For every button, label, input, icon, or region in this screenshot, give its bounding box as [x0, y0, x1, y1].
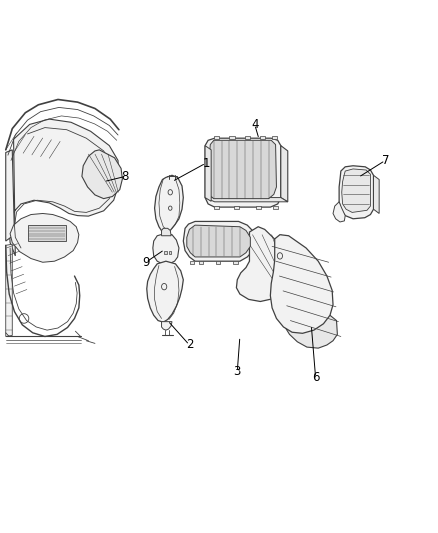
Polygon shape: [184, 241, 262, 245]
Polygon shape: [162, 321, 172, 330]
Polygon shape: [280, 307, 337, 348]
Polygon shape: [234, 206, 239, 209]
Polygon shape: [6, 150, 14, 241]
Polygon shape: [10, 214, 79, 262]
Text: 4: 4: [251, 118, 258, 131]
Polygon shape: [190, 261, 194, 264]
Polygon shape: [9, 119, 119, 256]
Polygon shape: [205, 146, 211, 201]
Polygon shape: [184, 221, 254, 261]
Text: 9: 9: [142, 256, 150, 269]
Polygon shape: [28, 225, 66, 241]
Polygon shape: [205, 138, 281, 207]
Polygon shape: [214, 136, 219, 139]
Polygon shape: [233, 261, 238, 264]
Polygon shape: [162, 228, 171, 236]
Polygon shape: [374, 175, 379, 214]
Polygon shape: [155, 175, 184, 233]
Text: 6: 6: [312, 372, 319, 384]
Polygon shape: [6, 244, 12, 336]
Text: 8: 8: [122, 170, 129, 183]
Polygon shape: [281, 146, 288, 202]
Polygon shape: [164, 251, 167, 254]
Polygon shape: [260, 136, 265, 139]
Text: 1: 1: [202, 157, 210, 169]
Polygon shape: [205, 198, 288, 202]
Polygon shape: [214, 206, 219, 209]
Polygon shape: [153, 233, 179, 264]
Polygon shape: [245, 136, 250, 139]
Polygon shape: [272, 136, 277, 139]
Polygon shape: [147, 261, 184, 322]
Polygon shape: [339, 166, 374, 219]
Polygon shape: [169, 251, 171, 254]
Polygon shape: [216, 261, 220, 264]
Polygon shape: [255, 206, 261, 209]
Polygon shape: [207, 140, 276, 199]
Text: 3: 3: [233, 365, 241, 378]
Polygon shape: [82, 150, 122, 199]
Polygon shape: [237, 227, 292, 302]
Polygon shape: [188, 227, 251, 254]
Polygon shape: [198, 261, 203, 264]
Polygon shape: [273, 206, 278, 209]
Polygon shape: [230, 136, 235, 139]
Polygon shape: [187, 225, 251, 257]
Polygon shape: [342, 169, 371, 213]
Polygon shape: [254, 232, 262, 288]
Text: 7: 7: [381, 154, 389, 167]
Polygon shape: [270, 235, 333, 333]
Text: 2: 2: [186, 338, 193, 351]
Polygon shape: [333, 202, 345, 222]
